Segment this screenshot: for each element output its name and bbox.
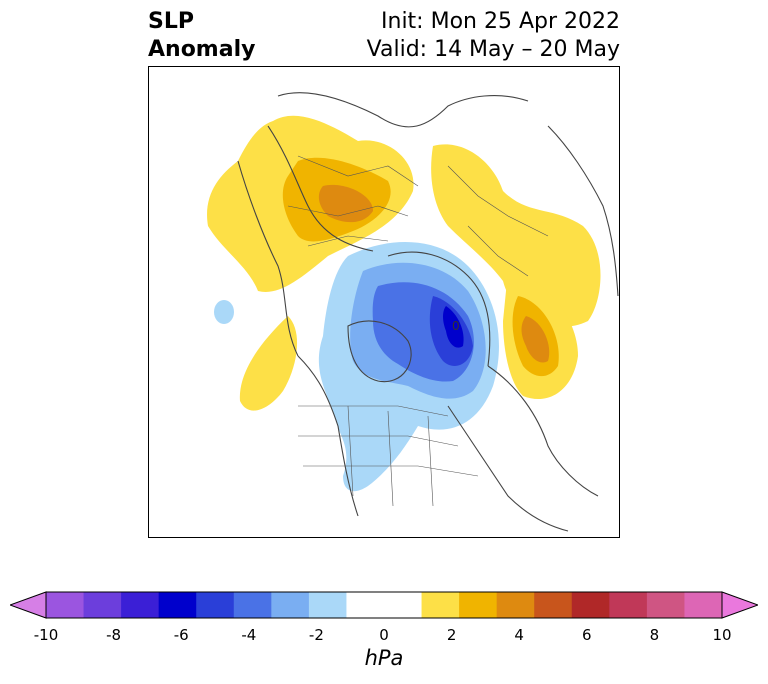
colorbar-tick-label: 2 [446,626,457,644]
colorbar-segment [308,592,347,618]
colorbar-segment [46,592,85,618]
coastlines [237,92,619,532]
positive-anomaly-eurasia-max [318,184,373,223]
colorbar-tick-label: 4 [514,626,524,644]
colorbar-tick-label: 0 [379,626,389,644]
colorbar-extend-max [721,591,758,619]
colorbar [10,591,758,619]
colorbar-segment [346,592,385,618]
variable-title: SLP Anomaly [148,8,255,64]
positive-anomaly-atlantic [239,316,298,411]
colorbar-segment [233,592,272,618]
positive-anomaly-east [431,144,601,327]
colorbar-tick-label: -10 [33,626,59,644]
date-info: Init: Mon 25 Apr 2022 Valid: 14 May – 20… [367,8,620,64]
colorbar-segment [609,592,648,618]
colorbar-ticks: -10 -8 -6 -4 -2 0 2 4 6 8 10 [0,626,768,646]
negative-anomaly-arctic-max [443,306,464,348]
colorbar-segment [646,592,685,618]
positive-anomaly-pacific-max [521,316,550,363]
colorbar-segment [158,592,197,618]
map-frame [148,66,620,538]
colorbar-tick-label: 6 [582,626,592,644]
variable-title-line2: Anomaly [148,37,256,62]
colorbar-segment [83,592,122,618]
colorbar-segment [384,592,423,618]
anomaly-map: 0 [148,66,620,538]
colorbar-segment [534,592,573,618]
colorbar-segment [459,592,498,618]
colorbar-segment [684,592,723,618]
colorbar-unit-label: hPa [364,646,404,670]
colorbar-tick-label: 10 [712,626,732,644]
colorbar-segment [196,592,235,618]
colorbar-extend-min [10,591,47,619]
colorbar-segment [121,592,160,618]
anomaly-shading [207,115,601,492]
colorbar-tick-label: -8 [106,626,122,644]
colorbar-tick-label: -4 [241,626,257,644]
colorbar-tick-label: -6 [173,626,189,644]
negative-anomaly-small [214,300,234,324]
colorbar-segment [421,592,460,618]
colorbar-tick-label: -2 [308,626,324,644]
center-contour-label: 0 [452,319,460,333]
colorbar-tick-label: 8 [649,626,660,644]
colorbar-segment [571,592,610,618]
borders [287,155,549,507]
colorbar-frame [45,591,723,619]
colorbar-segment [496,592,535,618]
valid-dates: Valid: 14 May – 20 May [366,37,620,62]
init-date: Init: Mon 25 Apr 2022 [381,9,620,34]
variable-title-line1: SLP [148,9,194,34]
colorbar-segment [271,592,310,618]
